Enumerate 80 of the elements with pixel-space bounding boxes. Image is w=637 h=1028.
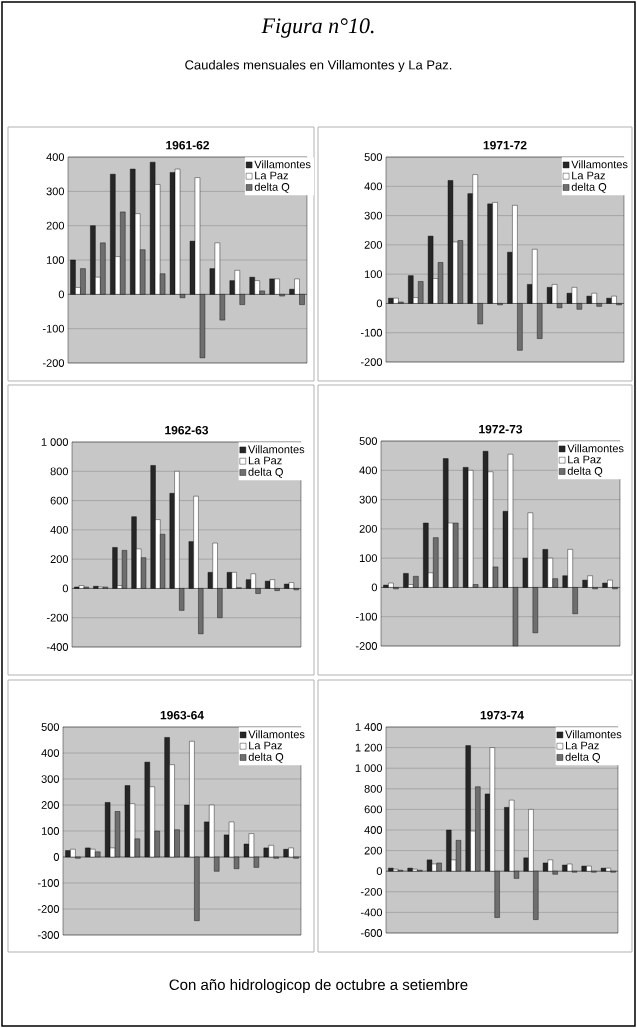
y-tick-label: 400 bbox=[364, 182, 383, 191]
y-tick-label: 200 bbox=[364, 846, 383, 855]
y-tick-label: 400 bbox=[50, 525, 69, 534]
y-tick-label: -200 bbox=[42, 359, 65, 367]
y-tick-label: 100 bbox=[41, 827, 60, 835]
y-tick-label: 1 400 bbox=[355, 723, 383, 731]
legend-label: delta Q bbox=[248, 467, 283, 478]
y-tick-label: 100 bbox=[364, 270, 383, 279]
y-tick-label: 800 bbox=[364, 784, 383, 793]
legend-label: La Paz bbox=[248, 456, 282, 465]
legend-label: La Paz bbox=[566, 741, 599, 750]
y-tick-label: 800 bbox=[50, 467, 69, 476]
y-tick-label: 200 bbox=[359, 524, 378, 533]
y-tick-label: 400 bbox=[364, 826, 383, 834]
y-tick-label: 300 bbox=[46, 187, 65, 196]
y-tick-label: 400 bbox=[41, 749, 60, 757]
y-tick-label: 200 bbox=[50, 555, 69, 564]
chart-title: 1973-74 bbox=[480, 710, 524, 720]
legend-label: Villamontes bbox=[248, 730, 305, 739]
text: Caudales mensuales en Villamontes y La Paz. bbox=[185, 59, 452, 73]
text: Figura n°10. bbox=[261, 18, 374, 38]
y-tick-label: 500 bbox=[364, 153, 383, 161]
y-tick-label: 200 bbox=[364, 240, 383, 249]
y-tick-label: -400 bbox=[360, 908, 383, 917]
legend-label: delta Q bbox=[254, 182, 290, 193]
legend-label: La Paz bbox=[568, 455, 601, 464]
y-tick-label: 200 bbox=[46, 221, 65, 230]
chart-title: 1961-62 bbox=[166, 140, 210, 150]
y-tick-label: -200 bbox=[46, 613, 69, 622]
y-tick-label: 100 bbox=[359, 554, 378, 563]
bar bbox=[288, 582, 295, 589]
legend-label: delta Q bbox=[571, 182, 607, 193]
y-tick-label: 0 bbox=[376, 299, 383, 308]
y-tick-label: 500 bbox=[41, 723, 60, 731]
chart-title: 1963-64 bbox=[160, 710, 204, 720]
y-tick-label: 300 bbox=[41, 775, 60, 783]
chart-title: 1972-73 bbox=[479, 424, 523, 434]
y-tick-label: -200 bbox=[355, 642, 378, 650]
chart-title: 1971-72 bbox=[483, 140, 527, 150]
y-tick-label: -100 bbox=[355, 612, 378, 621]
y-tick-label: 1 000 bbox=[41, 438, 69, 446]
y-tick-label: 400 bbox=[359, 466, 378, 475]
legend-label: delta Q bbox=[248, 752, 284, 763]
legend-label: delta Q bbox=[567, 466, 603, 477]
y-tick-label: 0 bbox=[371, 583, 378, 592]
legend-label: Villamontes bbox=[254, 160, 311, 169]
text: Con año hidrologicop de octubre a setiembre bbox=[169, 979, 468, 993]
legend-label: Villamontes bbox=[565, 730, 622, 739]
y-tick-label: -100 bbox=[37, 879, 60, 887]
legend-label: Villamontes bbox=[571, 160, 628, 169]
y-tick-label: 400 bbox=[46, 153, 65, 161]
y-tick-label: 0 bbox=[53, 853, 60, 861]
y-tick-label: 200 bbox=[41, 801, 60, 809]
y-tick-label: -100 bbox=[360, 328, 383, 337]
y-tick-label: 600 bbox=[50, 496, 69, 505]
legend-label: La Paz bbox=[572, 171, 605, 180]
y-tick-label: 100 bbox=[46, 256, 65, 264]
y-tick-label: 0 bbox=[62, 584, 69, 593]
legend-label: delta Q bbox=[565, 752, 601, 763]
legend-label: La Paz bbox=[249, 741, 282, 750]
chart-title: 1962-63 bbox=[165, 425, 209, 435]
legend-label: La Paz bbox=[255, 171, 288, 180]
y-tick-label: 1 200 bbox=[355, 743, 383, 752]
legend-label: Villamontes bbox=[248, 445, 305, 454]
y-tick-label: -100 bbox=[42, 324, 65, 333]
y-tick-label: -200 bbox=[360, 887, 383, 896]
legend-label: Villamontes bbox=[567, 444, 624, 453]
y-tick-label: -300 bbox=[37, 931, 60, 939]
y-tick-label: -200 bbox=[360, 358, 383, 366]
y-tick-label: -200 bbox=[37, 905, 60, 913]
y-tick-label: -400 bbox=[46, 643, 69, 651]
y-tick-label: 1 000 bbox=[355, 764, 383, 773]
y-tick-label: 300 bbox=[364, 211, 383, 220]
y-tick-label: 0 bbox=[58, 290, 65, 299]
y-tick-label: 300 bbox=[359, 495, 378, 504]
y-tick-label: 600 bbox=[364, 805, 383, 814]
y-tick-label: 500 bbox=[359, 437, 378, 445]
y-tick-label: -600 bbox=[360, 929, 383, 937]
y-tick-label: 0 bbox=[376, 867, 383, 876]
bar bbox=[78, 585, 85, 589]
